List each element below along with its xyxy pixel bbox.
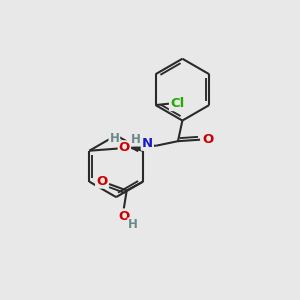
Text: O: O xyxy=(203,133,214,146)
Text: O: O xyxy=(118,210,129,223)
Text: H: H xyxy=(131,133,141,146)
Text: O: O xyxy=(119,141,130,154)
Text: H: H xyxy=(128,218,138,231)
Text: H: H xyxy=(110,132,119,145)
Text: N: N xyxy=(142,137,153,150)
Text: O: O xyxy=(96,175,107,188)
Text: Cl: Cl xyxy=(170,97,184,110)
